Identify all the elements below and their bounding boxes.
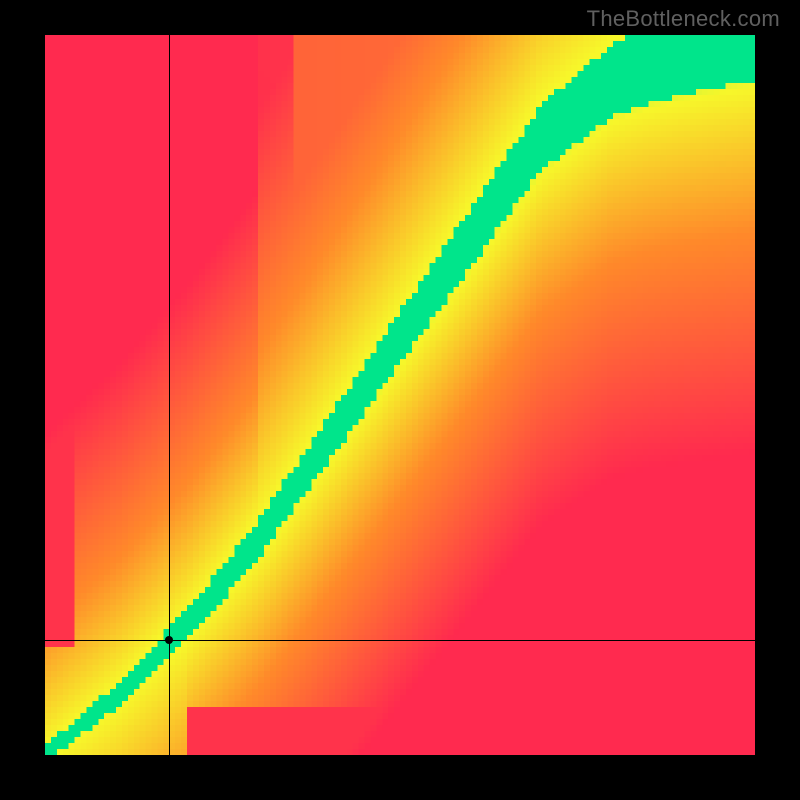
plot-area xyxy=(45,35,755,755)
watermark-text: TheBottleneck.com xyxy=(587,6,780,32)
crosshair-vertical xyxy=(169,35,170,755)
chart-frame: TheBottleneck.com xyxy=(0,0,800,800)
crosshair-horizontal xyxy=(45,640,755,641)
crosshair-marker xyxy=(165,636,173,644)
heatmap-canvas xyxy=(45,35,755,755)
